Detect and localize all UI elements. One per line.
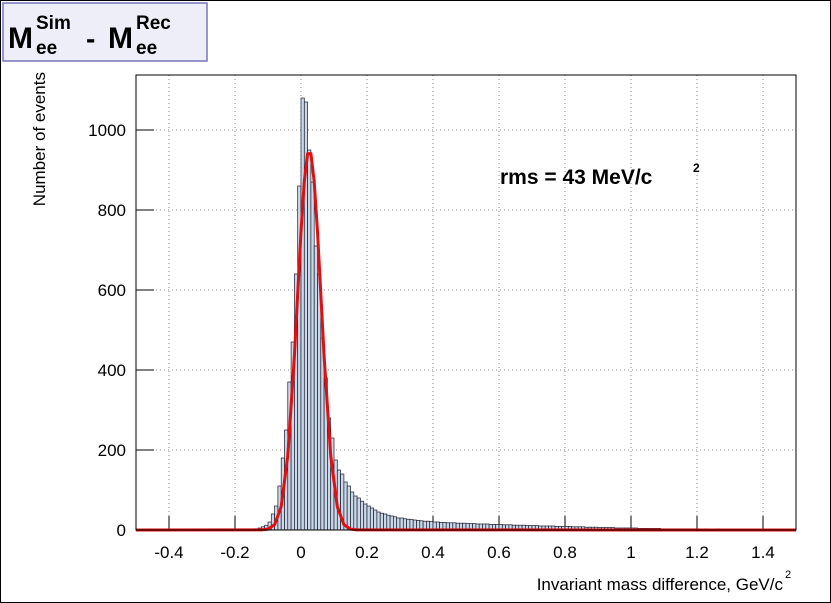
histogram-bar xyxy=(399,517,404,531)
histogram-bar xyxy=(379,512,384,531)
title-separator: - xyxy=(86,23,95,54)
x-axis-label-sup: 2 xyxy=(785,569,791,581)
annotation: rms = 43 MeV/c xyxy=(500,166,653,189)
x-tick-label: -0.4 xyxy=(154,543,183,562)
histogram-bar xyxy=(393,516,398,531)
y-tick-label: 600 xyxy=(98,281,126,300)
histogram-bar xyxy=(383,513,388,531)
y-axis-label: Number of events xyxy=(30,72,49,206)
y-tick-label: 1000 xyxy=(88,121,126,140)
plot-area: 0 200 400 600 800 1000 -0.4 -0.2 0 0.2 0.4 0.6 0.8 1 1… xyxy=(30,72,797,594)
title-base: M xyxy=(8,22,33,55)
y-tick-label: 400 xyxy=(98,361,126,380)
x-tick-label: 0.6 xyxy=(487,543,511,562)
histogram-bar xyxy=(376,511,381,531)
histogram-bar xyxy=(389,515,394,531)
histogram-bar xyxy=(307,149,312,531)
histogram-bar xyxy=(386,514,391,531)
histogram-bar xyxy=(369,507,374,531)
x-tick-label: 0 xyxy=(296,543,305,562)
title-base: M xyxy=(108,22,133,55)
title-sub: ee xyxy=(136,38,157,59)
title-sup: Sim xyxy=(36,13,71,34)
x-tick-label: 1 xyxy=(626,543,635,562)
histogram-bar xyxy=(310,181,315,531)
histogram-bar xyxy=(360,500,365,531)
x-tick-label: 0.2 xyxy=(355,543,379,562)
histogram-bar xyxy=(366,505,371,531)
title-sup: Rec xyxy=(136,13,171,34)
plot-frame xyxy=(135,74,797,531)
histogram-bar xyxy=(313,245,318,531)
fit-curve xyxy=(135,152,797,532)
x-tick-label: -0.2 xyxy=(220,543,249,562)
histogram-bar xyxy=(396,517,401,531)
histogram-bar xyxy=(363,503,368,531)
y-tick-label: 200 xyxy=(98,441,126,460)
histogram-bar xyxy=(346,485,351,531)
x-tick-label: 1.4 xyxy=(751,543,775,562)
y-tick-label: 0 xyxy=(117,521,126,540)
title-sub: ee xyxy=(36,38,57,59)
x-tick-label: 0.8 xyxy=(553,543,577,562)
histogram-bar xyxy=(406,518,411,531)
title-box xyxy=(2,2,208,62)
x-tick-label: 0.4 xyxy=(421,543,445,562)
x-axis-label: Invariant mass difference, GeV/c xyxy=(537,575,784,594)
x-tick-label: 1.2 xyxy=(685,543,709,562)
histogram-bar xyxy=(350,491,355,531)
histogram-bar xyxy=(373,509,378,531)
histogram-bar xyxy=(356,497,361,531)
annotation-sup: 2 xyxy=(693,161,700,175)
histogram-bar xyxy=(353,495,358,531)
y-tick-label: 800 xyxy=(98,201,126,220)
histogram-bar xyxy=(402,518,407,531)
histogram-bar xyxy=(300,97,305,531)
